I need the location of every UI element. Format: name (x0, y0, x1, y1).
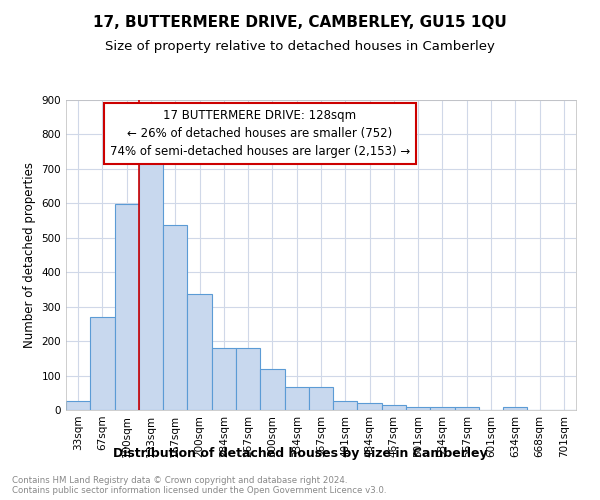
Bar (90, 317, 115, 410)
Text: 17, BUTTERMERE DRIVE, CAMBERLEY, GU15 1QU: 17, BUTTERMERE DRIVE, CAMBERLEY, GU15 1Q… (93, 15, 507, 30)
Text: Contains HM Land Registry data © Crown copyright and database right 2024.
Contai: Contains HM Land Registry data © Crown c… (12, 476, 386, 495)
Bar (163, 225, 187, 410)
Bar (503, 406, 527, 410)
Bar (406, 406, 430, 410)
Text: Distribution of detached houses by size in Camberley: Distribution of detached houses by size … (113, 448, 487, 460)
Bar (284, 387, 309, 410)
Bar (430, 406, 455, 410)
Bar (187, 294, 212, 410)
Bar (358, 403, 382, 410)
Bar (260, 368, 284, 410)
Text: 17 BUTTERMERE DRIVE: 128sqm
← 26% of detached houses are smaller (752)
74% of se: 17 BUTTERMERE DRIVE: 128sqm ← 26% of det… (110, 110, 410, 158)
Text: Size of property relative to detached houses in Camberley: Size of property relative to detached ho… (105, 40, 495, 53)
Bar (333, 400, 358, 410)
Bar (309, 387, 333, 410)
Bar (212, 348, 236, 410)
Bar (139, 155, 163, 410)
Bar (66, 400, 90, 410)
Bar (236, 348, 260, 410)
Bar (115, 204, 139, 410)
Bar (382, 405, 406, 410)
Bar (455, 406, 479, 410)
Y-axis label: Number of detached properties: Number of detached properties (23, 162, 36, 348)
